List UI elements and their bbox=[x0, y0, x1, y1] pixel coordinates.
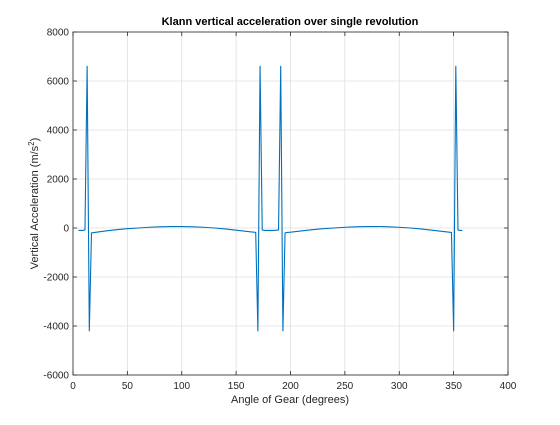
x-tick-label: 300 bbox=[391, 381, 408, 392]
y-tick-label: -2000 bbox=[43, 273, 69, 284]
y-tick-label: 0 bbox=[63, 224, 69, 235]
x-tick-label: 200 bbox=[282, 381, 299, 392]
x-tick-label: 350 bbox=[445, 381, 462, 392]
y-tick-label: -4000 bbox=[43, 322, 69, 333]
y-axis-label-superscript: 2 bbox=[27, 141, 36, 146]
series-layer bbox=[78, 65, 463, 332]
y-tick-label: -6000 bbox=[43, 371, 69, 382]
x-tick-label: 150 bbox=[228, 381, 245, 392]
x-tick-label: 400 bbox=[500, 381, 517, 392]
y-tick-label: 4000 bbox=[47, 126, 70, 137]
tick-layer: 0 50 100 150 200 250 300 350 400 -6000 -4000 -2000 0… bbox=[43, 28, 516, 393]
acceleration-series-line bbox=[78, 65, 463, 332]
y-tick-label: 6000 bbox=[47, 77, 70, 88]
x-tick-label: 0 bbox=[70, 381, 76, 392]
x-tick-label: 250 bbox=[337, 381, 354, 392]
y-tick-label: 8000 bbox=[47, 28, 70, 39]
y-axis-label: Vertical Acceleration (m/s2) bbox=[27, 138, 41, 270]
x-tick-label: 50 bbox=[122, 381, 134, 392]
chart-title: Klann vertical acceleration over single … bbox=[162, 16, 419, 28]
y-tick-label: 2000 bbox=[47, 175, 70, 186]
y-axis-label-suffix: ) bbox=[29, 138, 41, 142]
y-axis-label-main: Vertical Acceleration (m/s bbox=[29, 145, 41, 269]
x-axis-label: Angle of Gear (degrees) bbox=[231, 394, 349, 406]
x-tick-label: 100 bbox=[173, 381, 190, 392]
